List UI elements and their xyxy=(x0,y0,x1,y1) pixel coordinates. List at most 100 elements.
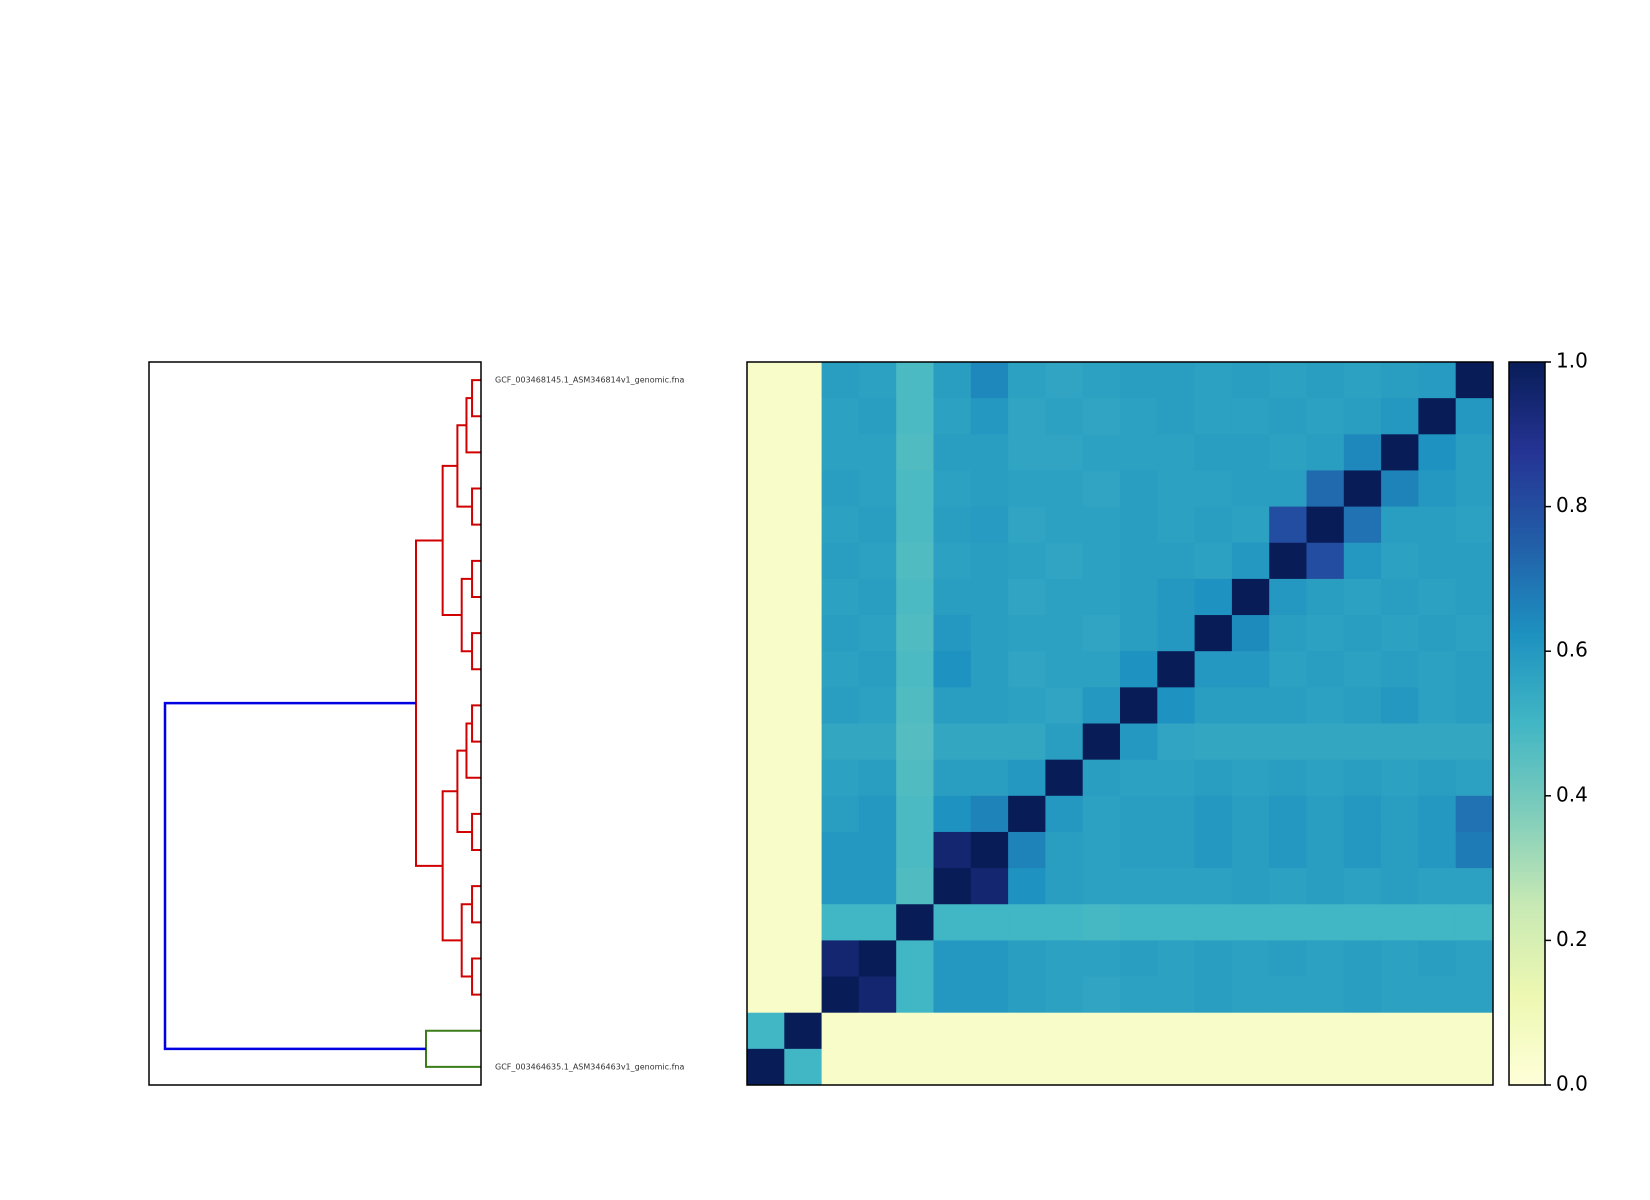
dendrogram-link xyxy=(456,424,473,508)
dendrogram-link xyxy=(441,464,462,617)
heatmap-cell xyxy=(1231,578,1270,616)
dendrogram-link xyxy=(460,903,473,978)
heatmap-cell xyxy=(747,398,785,435)
heatmap-cell xyxy=(933,362,972,399)
heatmap-cell xyxy=(896,578,934,616)
heatmap-cell xyxy=(784,578,823,616)
dendrogram-link xyxy=(471,704,481,743)
heatmap-cell xyxy=(1008,1048,1046,1086)
heatmap-cell xyxy=(1269,506,1307,544)
heatmap-cell xyxy=(1120,362,1158,399)
heatmap-cell xyxy=(970,1048,1009,1086)
heatmap-cell xyxy=(896,723,934,761)
heatmap-cell xyxy=(1231,687,1270,724)
dendrogram-link xyxy=(471,559,481,598)
heatmap-cell xyxy=(1381,506,1419,544)
dendrogram-link xyxy=(471,379,481,418)
heatmap-cell xyxy=(970,398,1009,435)
heatmap-cell xyxy=(1120,904,1158,941)
heatmap-cell xyxy=(1045,506,1084,544)
heatmap-cell xyxy=(821,795,860,833)
heatmap-cell xyxy=(784,831,823,869)
heatmap-cell xyxy=(1418,470,1457,508)
heatmap-cell xyxy=(896,651,934,688)
heatmap-cell xyxy=(1231,723,1270,761)
heatmap-cell xyxy=(1120,615,1158,652)
heatmap-cell xyxy=(1082,904,1121,941)
heatmap-cell xyxy=(1381,723,1419,761)
heatmap-cell xyxy=(1008,651,1046,688)
heatmap-cell xyxy=(1455,687,1494,724)
heatmap-cell xyxy=(1157,578,1196,616)
heatmap-cell xyxy=(970,831,1009,869)
heatmap xyxy=(747,362,1494,1086)
heatmap-cell xyxy=(1120,506,1158,544)
heatmap-cell xyxy=(1082,362,1121,399)
heatmap-cell xyxy=(970,578,1009,616)
heatmap-cell xyxy=(896,542,934,580)
heatmap-cell xyxy=(896,759,934,797)
heatmap-cell xyxy=(1418,434,1457,471)
heatmap-cell xyxy=(1194,1012,1233,1050)
dendrogram-link xyxy=(415,539,443,867)
colorbar-tick-label: 0.6 xyxy=(1556,638,1588,662)
heatmap-cell xyxy=(896,831,934,869)
heatmap-cell xyxy=(1157,868,1196,905)
heatmap-cell xyxy=(896,434,934,471)
heatmap-cell xyxy=(858,362,897,399)
heatmap-cell xyxy=(1194,868,1233,905)
heatmap-cell xyxy=(1194,976,1233,1014)
heatmap-cell xyxy=(821,398,860,435)
heatmap-cell xyxy=(1045,904,1084,941)
heatmap-cell xyxy=(933,904,972,941)
heatmap-cell xyxy=(1008,759,1046,797)
heatmap-cell xyxy=(1008,723,1046,761)
heatmap-cell xyxy=(1381,362,1419,399)
heatmap-cell xyxy=(1343,470,1382,508)
heatmap-cell xyxy=(1045,976,1084,1014)
heatmap-cell xyxy=(747,1048,785,1086)
heatmap-cell xyxy=(1157,831,1196,869)
heatmap-cell xyxy=(1045,651,1084,688)
heatmap-cell xyxy=(1045,868,1084,905)
heatmap-cell xyxy=(933,759,972,797)
heatmap-cell xyxy=(1306,506,1345,544)
heatmap-cell xyxy=(747,1012,785,1050)
heatmap-cell xyxy=(896,615,934,652)
heatmap-cell xyxy=(858,398,897,435)
dendrogram-link xyxy=(465,722,481,779)
colorbar-tick-label: 0.8 xyxy=(1556,493,1588,517)
heatmap-cell xyxy=(1418,542,1457,580)
heatmap-cell xyxy=(1269,362,1307,399)
heatmap-cell xyxy=(1381,615,1419,652)
heatmap-cell xyxy=(747,831,785,869)
heatmap-cell xyxy=(747,470,785,508)
heatmap-cell xyxy=(933,1048,972,1086)
heatmap-cell xyxy=(1343,940,1382,978)
heatmap-cell xyxy=(1381,976,1419,1014)
heatmap-cell xyxy=(1306,904,1345,941)
heatmap-cell xyxy=(784,651,823,688)
heatmap-cell xyxy=(858,831,897,869)
heatmap-cell xyxy=(1381,542,1419,580)
heatmap-cell xyxy=(858,904,897,941)
heatmap-cell xyxy=(1082,651,1121,688)
heatmap-cell xyxy=(1455,868,1494,905)
heatmap-cell xyxy=(1269,904,1307,941)
heatmap-cell xyxy=(1269,976,1307,1014)
heatmap-cell xyxy=(1120,723,1158,761)
heatmap-cell xyxy=(1269,1048,1307,1086)
heatmap-cell xyxy=(1343,976,1382,1014)
heatmap-cell xyxy=(1157,976,1196,1014)
heatmap-cell xyxy=(1194,434,1233,471)
heatmap-cell xyxy=(1008,687,1046,724)
heatmap-cell xyxy=(784,940,823,978)
heatmap-cell xyxy=(896,398,934,435)
heatmap-cell xyxy=(1194,578,1233,616)
heatmap-cell xyxy=(1194,831,1233,869)
heatmap-cell xyxy=(1045,398,1084,435)
heatmap-cell xyxy=(821,470,860,508)
heatmap-cell xyxy=(1455,1048,1494,1086)
heatmap-cell xyxy=(1418,362,1457,399)
heatmap-cell xyxy=(1381,1048,1419,1086)
